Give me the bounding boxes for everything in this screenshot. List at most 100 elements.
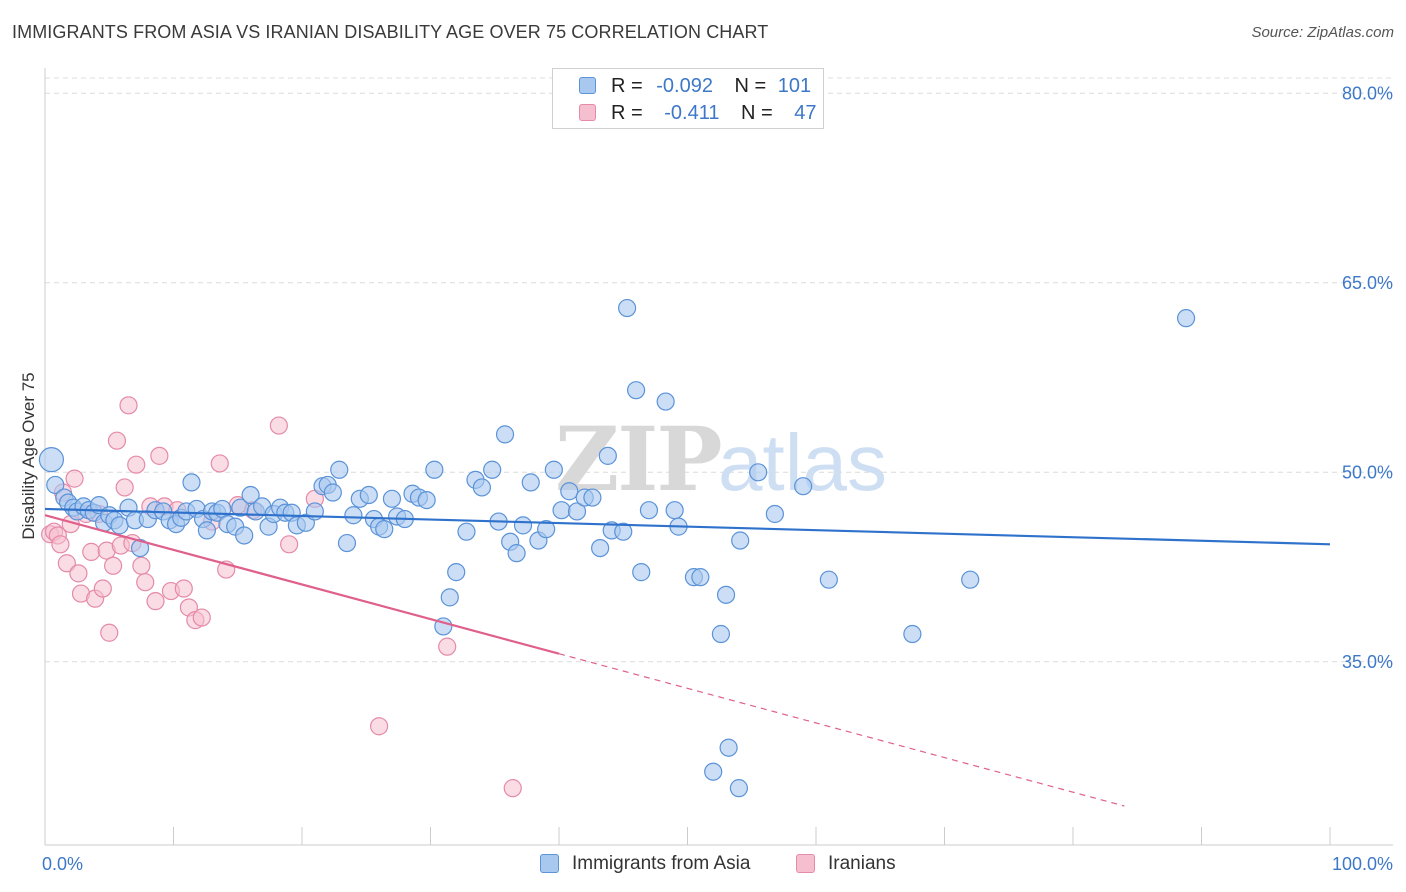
iran-point bbox=[269, 416, 288, 435]
asia-point bbox=[359, 485, 378, 505]
asia-point bbox=[197, 521, 217, 540]
stats-legend: R = -0.092 N = 101 R = -0.411 N = 47 bbox=[552, 68, 824, 129]
asia-point bbox=[1176, 309, 1196, 328]
asia-point bbox=[731, 531, 750, 550]
asia-point bbox=[513, 516, 533, 535]
asia-point bbox=[591, 538, 610, 558]
legend-iran-label: Iranians bbox=[828, 853, 896, 874]
asia-point bbox=[507, 544, 526, 563]
asia-r-value: -0.092 bbox=[656, 75, 713, 97]
asia-point bbox=[130, 538, 150, 558]
asia-point bbox=[719, 738, 738, 757]
asia-point bbox=[425, 460, 444, 479]
iran-point bbox=[132, 556, 151, 575]
asia-r-label: R = bbox=[611, 75, 643, 97]
asia-point bbox=[598, 446, 617, 465]
iran-point bbox=[115, 478, 134, 497]
x-ticks bbox=[173, 827, 1331, 845]
legend-asia-label: Immigrants from Asia bbox=[572, 853, 751, 874]
asia-point bbox=[632, 563, 651, 582]
iran-swatch bbox=[579, 104, 596, 121]
asia-point bbox=[567, 502, 587, 521]
asia-point bbox=[544, 460, 563, 479]
asia-point bbox=[618, 298, 637, 318]
x-tick-label-max: 100.0% bbox=[1332, 854, 1393, 874]
asia-point bbox=[716, 585, 736, 604]
asia-point bbox=[447, 563, 466, 582]
asia-point bbox=[794, 477, 813, 496]
asia-point bbox=[182, 473, 201, 492]
iran-r-label: R = bbox=[611, 102, 643, 124]
y-tick-label: 80.0% bbox=[1342, 83, 1393, 103]
iran-n-label: N = bbox=[741, 102, 773, 124]
asia-point bbox=[235, 526, 254, 545]
iran-point bbox=[119, 396, 138, 415]
asia-point bbox=[38, 447, 65, 473]
chart-title: IMMIGRANTS FROM ASIA VS IRANIAN DISABILI… bbox=[12, 22, 769, 42]
legend-asia-swatch bbox=[540, 854, 559, 873]
asia-n-value: 101 bbox=[777, 75, 812, 97]
asia-point bbox=[560, 482, 579, 501]
iran-point bbox=[370, 717, 389, 736]
iran-point bbox=[82, 542, 101, 561]
asia-point bbox=[819, 570, 838, 589]
iran-point bbox=[100, 623, 119, 642]
iran-point bbox=[65, 469, 84, 488]
iran-trend-line bbox=[44, 514, 560, 655]
asia-point bbox=[440, 588, 459, 607]
asia-point bbox=[903, 624, 922, 644]
asia-point bbox=[704, 762, 723, 781]
y-tick-label: 50.0% bbox=[1342, 462, 1393, 482]
asia-point bbox=[639, 501, 659, 520]
asia-point bbox=[665, 501, 684, 520]
asia-point bbox=[337, 533, 357, 553]
asia-point bbox=[344, 506, 363, 525]
iran-point bbox=[93, 579, 112, 598]
iran-point bbox=[51, 535, 70, 554]
asia-point bbox=[614, 522, 633, 541]
asia-point bbox=[241, 485, 260, 505]
asia-points bbox=[38, 298, 1196, 798]
iran-point bbox=[503, 779, 522, 798]
iran-point bbox=[57, 554, 76, 573]
y-tick-label: 35.0% bbox=[1342, 652, 1393, 672]
iran-n-value: 47 bbox=[794, 102, 817, 124]
asia-point bbox=[521, 473, 540, 492]
asia-point bbox=[691, 568, 710, 587]
iran-point bbox=[438, 637, 457, 656]
asia-point bbox=[583, 488, 602, 507]
asia-point bbox=[961, 570, 980, 589]
y-tick-labels: 35.0% 50.0% 65.0% 80.0% bbox=[1342, 83, 1393, 672]
asia-swatch bbox=[579, 77, 596, 94]
y-tick-label: 65.0% bbox=[1342, 273, 1393, 293]
asia-point bbox=[711, 624, 731, 644]
asia-point bbox=[457, 522, 476, 541]
asia-point bbox=[626, 381, 646, 400]
iran-point bbox=[107, 431, 127, 450]
iran-point bbox=[174, 579, 193, 598]
iran-point bbox=[136, 573, 155, 592]
iran-point bbox=[192, 608, 211, 627]
asia-point bbox=[729, 779, 749, 798]
asia-point bbox=[537, 520, 556, 539]
legend-iran-swatch bbox=[796, 854, 815, 873]
asia-point bbox=[417, 490, 436, 510]
asia-point bbox=[323, 483, 342, 502]
x-tick-label-min: 0.0% bbox=[42, 854, 83, 874]
asia-point bbox=[382, 489, 402, 508]
asia-n-label: N = bbox=[734, 75, 767, 97]
asia-point bbox=[46, 475, 65, 495]
asia-point bbox=[483, 460, 502, 479]
iran-point bbox=[146, 592, 165, 611]
grid-lines bbox=[45, 77, 1393, 663]
asia-point bbox=[765, 504, 784, 524]
asia-point bbox=[552, 501, 571, 520]
asia-trend-line bbox=[44, 507, 1331, 546]
iran-point bbox=[150, 446, 169, 465]
asia-point bbox=[749, 463, 768, 482]
asia-point bbox=[656, 392, 675, 411]
y-axis-label: Disability Age Over 75 bbox=[19, 372, 38, 539]
iran-r-value: -0.411 bbox=[664, 102, 720, 124]
asia-point bbox=[330, 460, 349, 479]
asia-point bbox=[495, 425, 515, 444]
